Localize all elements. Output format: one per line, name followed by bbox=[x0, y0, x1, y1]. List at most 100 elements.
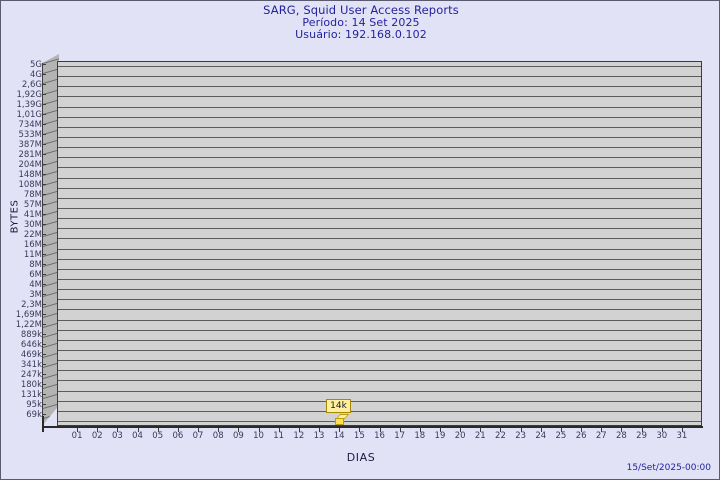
y-axis-tick-label: 4M bbox=[29, 280, 42, 291]
gridline bbox=[58, 421, 701, 422]
y-axis-tick bbox=[42, 274, 46, 276]
x-axis-tick-label: 29 bbox=[636, 431, 647, 441]
gridline bbox=[58, 66, 701, 67]
y-axis-tick-label: 16M bbox=[23, 240, 42, 251]
x-axis-tick-label: 23 bbox=[515, 431, 527, 441]
x-axis-tick bbox=[581, 428, 583, 432]
y-axis-tick bbox=[42, 174, 46, 176]
y-axis-tick bbox=[42, 284, 46, 286]
y-axis-tick bbox=[42, 394, 46, 396]
y-axis-tick-label: 95k bbox=[26, 400, 42, 411]
x-axis-line bbox=[42, 426, 703, 428]
x-axis-tick bbox=[238, 428, 240, 432]
gridline bbox=[58, 218, 701, 220]
gridline bbox=[58, 279, 701, 280]
y-axis-tick-label: 646k bbox=[20, 340, 42, 351]
x-axis-tick bbox=[218, 428, 220, 432]
x-axis-tick-label: 01 bbox=[71, 431, 83, 441]
y-axis-tick bbox=[42, 344, 46, 346]
x-axis-tick bbox=[97, 428, 99, 432]
y-axis-tick-label: 387M bbox=[18, 140, 42, 151]
y-axis-tick-label: 78M bbox=[23, 190, 42, 201]
y-axis-tick bbox=[42, 254, 46, 256]
gridline bbox=[58, 147, 701, 149]
x-axis-tick-label: 05 bbox=[152, 431, 164, 441]
x-axis-tick bbox=[601, 428, 603, 432]
y-axis-tick bbox=[42, 354, 46, 356]
gridline bbox=[58, 208, 701, 209]
report-period: Período: 14 Set 2025 bbox=[302, 15, 420, 29]
y-axis-tick bbox=[42, 234, 46, 236]
x-axis-tick-label: 25 bbox=[555, 431, 567, 441]
y-axis-tick-label: 5G bbox=[30, 60, 42, 70]
y-axis-tick bbox=[42, 224, 46, 226]
x-axis-tick bbox=[157, 428, 159, 432]
x-axis-tick bbox=[520, 428, 522, 432]
y-axis-tick-label: 533M bbox=[18, 130, 42, 141]
x-axis-tick-label: 11 bbox=[273, 431, 285, 441]
y-axis-tick-label: 1,22M bbox=[15, 320, 42, 331]
y-axis-tick-label: 2,6G bbox=[21, 80, 42, 91]
x-axis-tick bbox=[500, 428, 502, 432]
x-axis-tick-label: 12 bbox=[293, 431, 305, 441]
gridline bbox=[58, 319, 701, 321]
y-axis-tick-label: 247k bbox=[20, 370, 42, 381]
x-axis-tick-label: 21 bbox=[474, 431, 486, 441]
y-axis-tick bbox=[42, 374, 46, 376]
y-axis-tick bbox=[42, 214, 46, 216]
x-axis-tick-label: 20 bbox=[454, 431, 466, 441]
gridline bbox=[58, 248, 701, 250]
y-axis-tick bbox=[42, 304, 46, 306]
y-axis-tick bbox=[42, 384, 46, 386]
y-axis-tick bbox=[42, 164, 46, 166]
gridline bbox=[58, 360, 701, 362]
gridline bbox=[58, 167, 701, 169]
y-axis-tick-label: 469k bbox=[20, 350, 42, 361]
gridline bbox=[58, 137, 701, 138]
x-axis-tick-label: 07 bbox=[192, 431, 204, 441]
x-axis-tick-label: 08 bbox=[212, 431, 224, 441]
x-axis-tick bbox=[258, 428, 260, 432]
gridline bbox=[58, 177, 701, 179]
gridline bbox=[58, 350, 701, 351]
page-title: SARG, Squid User Access Reports bbox=[263, 3, 459, 17]
gridline bbox=[58, 329, 701, 331]
gridline bbox=[58, 299, 701, 301]
y-axis-tick bbox=[42, 64, 46, 65]
y-axis-tick bbox=[42, 94, 46, 96]
x-axis-tick bbox=[198, 428, 200, 432]
x-axis-tick-label: 09 bbox=[232, 431, 244, 441]
x-axis-tick bbox=[339, 428, 341, 432]
plot-depth-wall bbox=[42, 54, 59, 426]
gridline bbox=[58, 238, 701, 240]
gridline bbox=[58, 157, 701, 159]
y-axis-tick bbox=[42, 404, 46, 406]
x-axis-tick bbox=[117, 428, 119, 432]
x-axis-tick bbox=[681, 428, 683, 432]
x-axis-tick-label: 14 bbox=[333, 431, 345, 441]
y-axis-tick bbox=[42, 414, 46, 416]
gridline bbox=[58, 116, 701, 118]
x-axis-tick bbox=[439, 428, 441, 432]
gridline bbox=[58, 400, 701, 402]
y-axis-tick-label: 30M bbox=[23, 220, 42, 231]
y-axis-tick-label: 11M bbox=[23, 250, 42, 261]
y-axis-tick-label: 1,92G bbox=[16, 90, 42, 101]
x-axis-tick-label: 15 bbox=[353, 431, 365, 441]
x-axis-title: DIAS bbox=[346, 451, 376, 464]
x-axis-tick bbox=[77, 428, 79, 432]
x-axis-tick-label: 17 bbox=[394, 431, 406, 441]
data-bar bbox=[335, 418, 345, 425]
y-axis-tick-label: 1,01G bbox=[16, 110, 42, 121]
x-axis-tick bbox=[540, 428, 542, 432]
x-axis-tick bbox=[177, 428, 179, 432]
gridline bbox=[58, 228, 701, 230]
x-axis-tick-label: 26 bbox=[575, 431, 587, 441]
y-axis-tick bbox=[42, 324, 46, 326]
y-axis-tick bbox=[42, 134, 46, 136]
y-axis-tick-label: 889k bbox=[20, 330, 42, 341]
y-axis-tick-label: 4G bbox=[30, 70, 42, 80]
y-axis-tick-label: 57M bbox=[23, 200, 42, 211]
y-axis-tick bbox=[42, 74, 46, 75]
